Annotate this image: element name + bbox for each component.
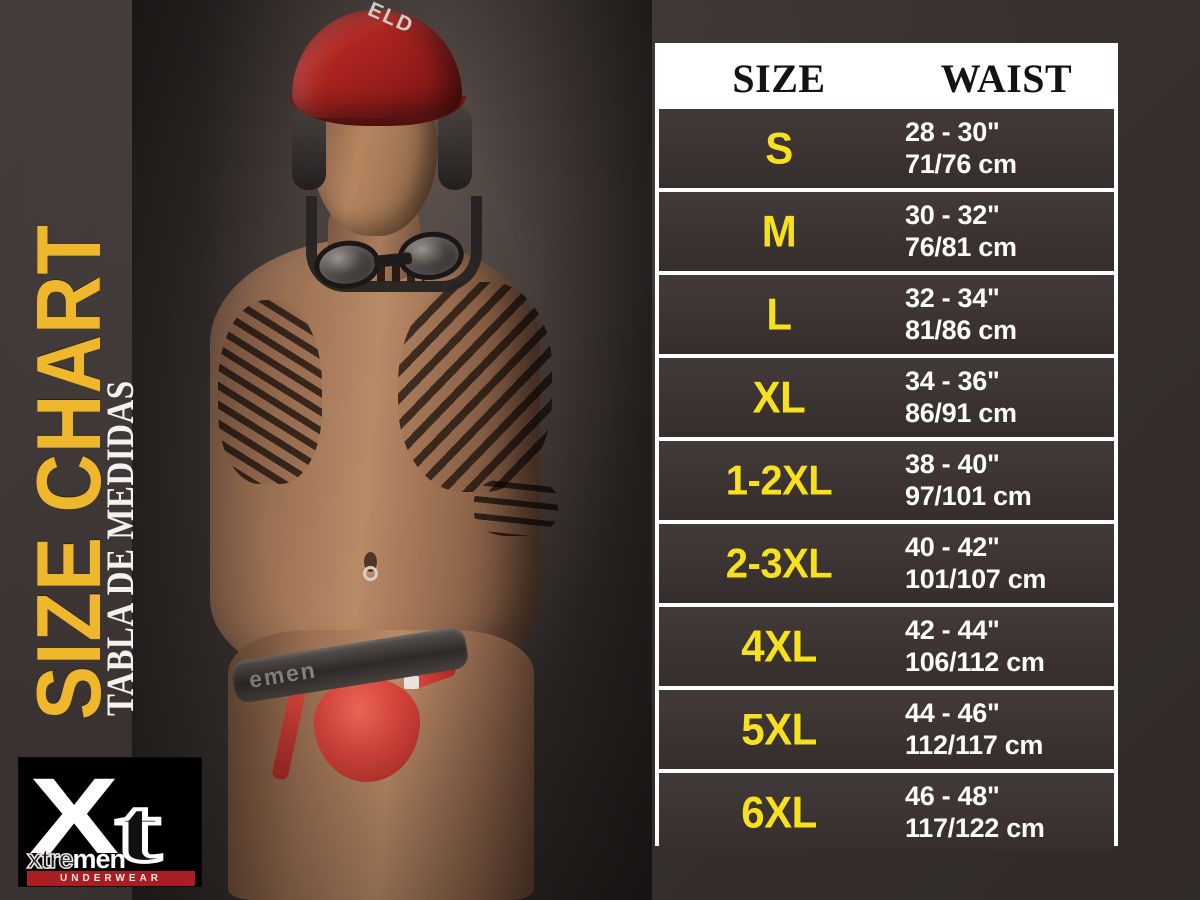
waist-cell: 34 - 36" 86/91 cm xyxy=(899,366,1114,429)
waist-centimeters: 76/81 cm xyxy=(905,231,1017,262)
underwear-logo-tag xyxy=(404,676,419,689)
column-header-size: SIZE xyxy=(732,55,826,101)
underwear-pouch xyxy=(314,678,420,782)
table-row: 2-3XL 40 - 42" 101/107 cm xyxy=(659,524,1114,603)
waist-cell: 40 - 42" 101/107 cm xyxy=(899,532,1114,595)
logo-word-men: men xyxy=(72,844,127,874)
logo-t-letter: t xyxy=(112,779,164,881)
title-strip: SIZE CHART TABLA DE MEDIDAS xyxy=(0,0,142,740)
table-body: S 28 - 30" 71/76 cm M 30 - 32" 76/81 cm L 32 - … xyxy=(659,109,1114,852)
waist-centimeters: 101/107 cm xyxy=(905,563,1047,594)
size-cell: L xyxy=(766,289,792,339)
waist-cell: 42 - 44" 106/112 cm xyxy=(899,615,1114,678)
waist-inches: 30 - 32" xyxy=(905,200,1000,231)
waist-cell: 44 - 46" 112/117 cm xyxy=(899,698,1114,761)
size-cell: 4XL xyxy=(741,621,817,671)
waist-inches: 38 - 40" xyxy=(905,449,1000,480)
waist-cell: 28 - 30" 71/76 cm xyxy=(899,117,1114,180)
waist-inches: 32 - 34" xyxy=(905,283,1000,314)
table-header-row: SIZE WAIST xyxy=(659,47,1114,109)
waist-centimeters: 86/91 cm xyxy=(905,397,1017,428)
size-cell: 5XL xyxy=(741,704,817,754)
waist-inches: 46 - 48" xyxy=(905,781,1000,812)
logo-wordmark: xtremen xyxy=(26,844,195,874)
table-row: 6XL 46 - 48" 117/122 cm xyxy=(659,773,1114,852)
page-subtitle: TABLA DE MEDIDAS xyxy=(100,380,143,716)
logo-x-letter: X xyxy=(29,757,120,876)
size-cell: 2-3XL xyxy=(725,540,833,587)
waist-centimeters: 117/122 cm xyxy=(905,812,1045,843)
size-cell: XL xyxy=(752,372,806,422)
table-row: L 32 - 34" 81/86 cm xyxy=(659,275,1114,354)
waist-inches: 44 - 46" xyxy=(905,698,1000,729)
waist-cell: 38 - 40" 97/101 cm xyxy=(899,449,1114,512)
waist-centimeters: 81/86 cm xyxy=(905,314,1017,345)
logo-word-xtre: xtre xyxy=(26,844,74,874)
table-row: 4XL 42 - 44" 106/112 cm xyxy=(659,607,1114,686)
waist-centimeters: 112/117 cm xyxy=(905,729,1044,760)
table-row: 5XL 44 - 46" 112/117 cm xyxy=(659,690,1114,769)
tattoo-wolf-left-arm xyxy=(218,300,322,484)
table-row: XL 34 - 36" 86/91 cm xyxy=(659,358,1114,437)
helmet-ear-pad-right xyxy=(438,106,472,190)
photo-vignette xyxy=(132,0,652,900)
size-cell: 1-2XL xyxy=(725,457,833,504)
goggles-strap xyxy=(306,196,482,292)
waist-cell: 30 - 32" 76/81 cm xyxy=(899,200,1114,263)
size-cell: S xyxy=(765,123,793,173)
model-photo: emen ELD xyxy=(132,0,652,900)
size-cell: 6XL xyxy=(741,787,817,837)
waist-centimeters: 71/76 cm xyxy=(905,148,1017,179)
tattoo-polynesian-chest xyxy=(398,282,552,492)
waist-inches: 42 - 44" xyxy=(905,615,1000,646)
xtremen-logo: X t xtremen UNDERWEAR xyxy=(18,757,202,887)
waist-inches: 34 - 36" xyxy=(905,366,1000,397)
waist-centimeters: 106/112 cm xyxy=(905,646,1045,677)
table-row: 1-2XL 38 - 40" 97/101 cm xyxy=(659,441,1114,520)
logo-tagline: UNDERWEAR xyxy=(27,871,195,886)
waist-inches: 40 - 42" xyxy=(905,532,1000,563)
waist-centimeters: 97/101 cm xyxy=(905,480,1032,511)
navel-piercing xyxy=(363,566,378,581)
tattoo-arm-band xyxy=(474,478,558,536)
waist-cell: 46 - 48" 117/122 cm xyxy=(899,781,1114,844)
table-row: S 28 - 30" 71/76 cm xyxy=(659,109,1114,188)
size-cell: M xyxy=(761,206,797,256)
table-row: M 30 - 32" 76/81 cm xyxy=(659,192,1114,271)
waist-cell: 32 - 34" 81/86 cm xyxy=(899,283,1114,346)
waist-inches: 28 - 30" xyxy=(905,117,1000,148)
size-chart-table: SIZE WAIST S 28 - 30" 71/76 cm M 30 - 32" 76/… xyxy=(655,43,1118,852)
column-header-waist: WAIST xyxy=(940,55,1073,101)
